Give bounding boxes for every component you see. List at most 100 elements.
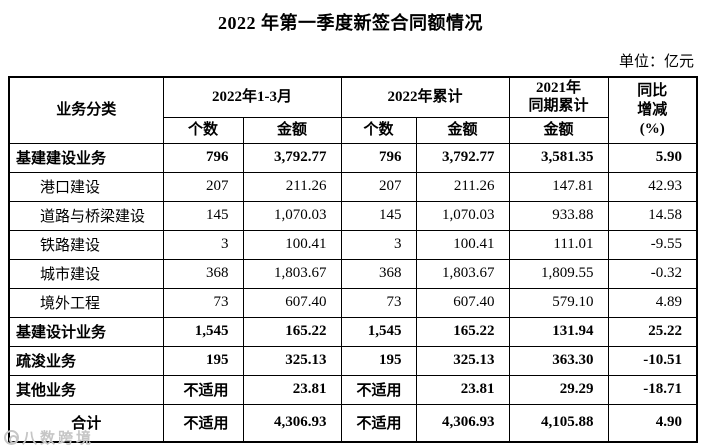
subheader-cum-amount: 金额: [415, 116, 510, 144]
cum-amount-cell: 1,070.03: [415, 200, 510, 231]
row-label: 基建设计业务: [8, 316, 164, 347]
prev-amount-cell: 131.94: [508, 316, 609, 347]
cum-amount-cell: 607.40: [415, 287, 510, 318]
header-business-category: 业务分类: [8, 76, 164, 144]
q1-count-cell: 不适用: [162, 374, 244, 405]
q1-amount-cell: 607.40: [242, 287, 342, 318]
q1-amount-cell: 1,070.03: [242, 200, 342, 231]
row-label: 港口建设: [8, 171, 164, 202]
q1-count-cell: 3: [162, 229, 244, 260]
yoy-cell: 42.93: [607, 171, 698, 202]
prev-amount-cell: 933.88: [508, 200, 609, 231]
q1-count-cell: 73: [162, 287, 244, 318]
q1-count-cell: 796: [162, 142, 244, 173]
cum-count-cell: 不适用: [340, 374, 417, 405]
q1-count-cell: 不适用: [162, 403, 244, 443]
q1-amount-cell: 4,306.93: [242, 403, 342, 443]
row-label: 道路与桥梁建设: [8, 200, 164, 231]
q1-count-cell: 1,545: [162, 316, 244, 347]
header-2021-line2: 同期累计: [528, 98, 589, 115]
subheader-cum-count: 个数: [340, 116, 417, 144]
table-row-dredging: 疏浚业务 195 325.13 195 325.13 363.30 -10.51: [8, 345, 698, 376]
header-yoy-line2: 增减: [637, 101, 668, 118]
yoy-cell: -18.71: [607, 374, 698, 405]
prev-amount-cell: 363.30: [508, 345, 609, 376]
cum-count-cell: 145: [340, 200, 417, 231]
table-row-port-construction: 港口建设 207 211.26 207 211.26 147.81 42.93: [8, 171, 698, 202]
row-label: 疏浚业务: [8, 345, 164, 376]
q1-amount-cell: 23.81: [242, 374, 342, 405]
cum-count-cell: 368: [340, 258, 417, 289]
cum-amount-cell: 325.13: [415, 345, 510, 376]
prev-amount-cell: 147.81: [508, 171, 609, 202]
subheader-q1-count: 个数: [162, 116, 244, 144]
prev-amount-cell: 111.01: [508, 229, 609, 260]
q1-amount-cell: 100.41: [242, 229, 342, 260]
yoy-cell: -10.51: [607, 345, 698, 376]
row-label: 其他业务: [8, 374, 164, 405]
subheader-q1-amount: 金额: [242, 116, 342, 144]
yoy-cell: 14.58: [607, 200, 698, 231]
header-2021-line1: 2021年: [536, 79, 582, 96]
q1-amount-cell: 1,803.67: [242, 258, 342, 289]
prev-amount-cell: 1,809.55: [508, 258, 609, 289]
cum-amount-cell: 211.26: [415, 171, 510, 202]
prev-amount-cell: 3,581.35: [508, 142, 609, 173]
prev-amount-cell: 579.10: [508, 287, 609, 318]
cum-count-cell: 73: [340, 287, 417, 318]
header-yoy-change: 同比 增减 (%): [607, 76, 698, 144]
contracts-table: 业务分类 2022年1-3月 2022年累计 2021年 同期累计 同比 增减 …: [8, 76, 699, 443]
subheader-2021-amount: 金额: [508, 116, 609, 144]
q1-amount-cell: 165.22: [242, 316, 342, 347]
table-row-other-business: 其他业务 不适用 23.81 不适用 23.81 29.29 -18.71: [8, 374, 698, 405]
cum-count-cell: 195: [340, 345, 417, 376]
q1-count-cell: 145: [162, 200, 244, 231]
header-row-subcolumns: 个数 金额 个数 金额 金额: [9, 116, 697, 144]
q1-count-cell: 207: [162, 171, 244, 202]
header-2021-same-period: 2021年 同期累计: [508, 76, 609, 118]
q1-amount-cell: 3,792.77: [242, 142, 342, 173]
row-label: 基建建设业务: [8, 142, 164, 173]
q1-count-cell: 195: [162, 345, 244, 376]
yoy-cell: -0.32: [607, 258, 698, 289]
cum-amount-cell: 23.81: [415, 374, 510, 405]
yoy-cell: 25.22: [607, 316, 698, 347]
table-row-total: 合计 不适用 4,306.93 不适用 4,306.93 4,105.88 4.…: [8, 403, 698, 443]
unit-label: 单位：亿元: [618, 54, 694, 70]
header-yoy-line1: 同比: [637, 83, 668, 100]
cum-count-cell: 1,545: [340, 316, 417, 347]
cum-amount-cell: 3,792.77: [415, 142, 510, 173]
cum-amount-cell: 4,306.93: [415, 403, 510, 443]
cum-amount-cell: 165.22: [415, 316, 510, 347]
header-group-2022-cumulative: 2022年累计: [340, 76, 510, 118]
cum-count-cell: 796: [340, 142, 417, 173]
yoy-cell: -9.55: [607, 229, 698, 260]
cum-count-cell: 207: [340, 171, 417, 202]
table-row-urban-construction: 城市建设 368 1,803.67 368 1,803.67 1,809.55 …: [8, 258, 698, 289]
yoy-cell: 5.90: [607, 142, 698, 173]
table-row-railway-construction: 铁路建设 3 100.41 3 100.41 111.01 -9.55: [8, 229, 698, 260]
row-label: 铁路建设: [8, 229, 164, 260]
yoy-cell: 4.89: [607, 287, 698, 318]
table-row-infrastructure-construction: 基建建设业务 796 3,792.77 796 3,792.77 3,581.3…: [8, 142, 698, 173]
cum-amount-cell: 1,803.67: [415, 258, 510, 289]
prev-amount-cell: 29.29: [508, 374, 609, 405]
cum-count-cell: 3: [340, 229, 417, 260]
page-title: 2022 年第一季度新签合同额情况: [218, 13, 483, 33]
header-group-2022-q1: 2022年1-3月: [162, 76, 342, 118]
table-row-overseas-projects: 境外工程 73 607.40 73 607.40 579.10 4.89: [8, 287, 698, 318]
q1-amount-cell: 325.13: [242, 345, 342, 376]
row-label: 城市建设: [8, 258, 164, 289]
table-row-infrastructure-design: 基建设计业务 1,545 165.22 1,545 165.22 131.94 …: [8, 316, 698, 347]
row-label: 合计: [8, 403, 164, 443]
q1-amount-cell: 211.26: [242, 171, 342, 202]
q1-count-cell: 368: [162, 258, 244, 289]
header-yoy-line3: (%): [639, 120, 665, 137]
prev-amount-cell: 4,105.88: [508, 403, 609, 443]
header-row-groups: 业务分类 2022年1-3月 2022年累计 2021年 同期累计 同比 增减 …: [8, 76, 698, 144]
table-row-road-bridge-construction: 道路与桥梁建设 145 1,070.03 145 1,070.03 933.88…: [8, 200, 698, 231]
row-label: 境外工程: [8, 287, 164, 318]
yoy-cell: 4.90: [607, 403, 698, 443]
cum-amount-cell: 100.41: [415, 229, 510, 260]
cum-count-cell: 不适用: [340, 403, 417, 443]
